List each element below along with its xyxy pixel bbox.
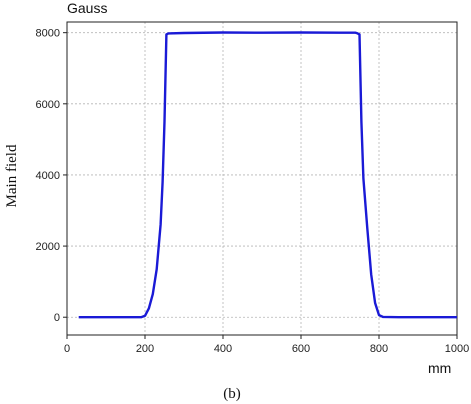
x-tick-label: 0	[64, 343, 70, 355]
series-line	[78, 31, 457, 319]
x-axis-label: mm	[428, 360, 451, 376]
x-tick-label: 1000	[445, 343, 469, 355]
y-axis-label: Main field	[4, 144, 20, 207]
figure-caption: (b)	[223, 386, 241, 402]
x-tick-label: 600	[292, 343, 310, 355]
y-tick-label: 2000	[36, 241, 60, 253]
y-unit-label: Gauss	[67, 0, 107, 16]
x-tick-label: 200	[136, 343, 154, 355]
x-tick-label: 400	[214, 343, 232, 355]
x-tick-label: 800	[370, 343, 388, 355]
plot-frame	[66, 21, 458, 336]
y-tick-label: 8000	[36, 28, 60, 40]
y-tick-label: 4000	[36, 170, 60, 182]
y-tick-label: 6000	[36, 99, 60, 111]
y-tick-label: 0	[54, 312, 60, 324]
